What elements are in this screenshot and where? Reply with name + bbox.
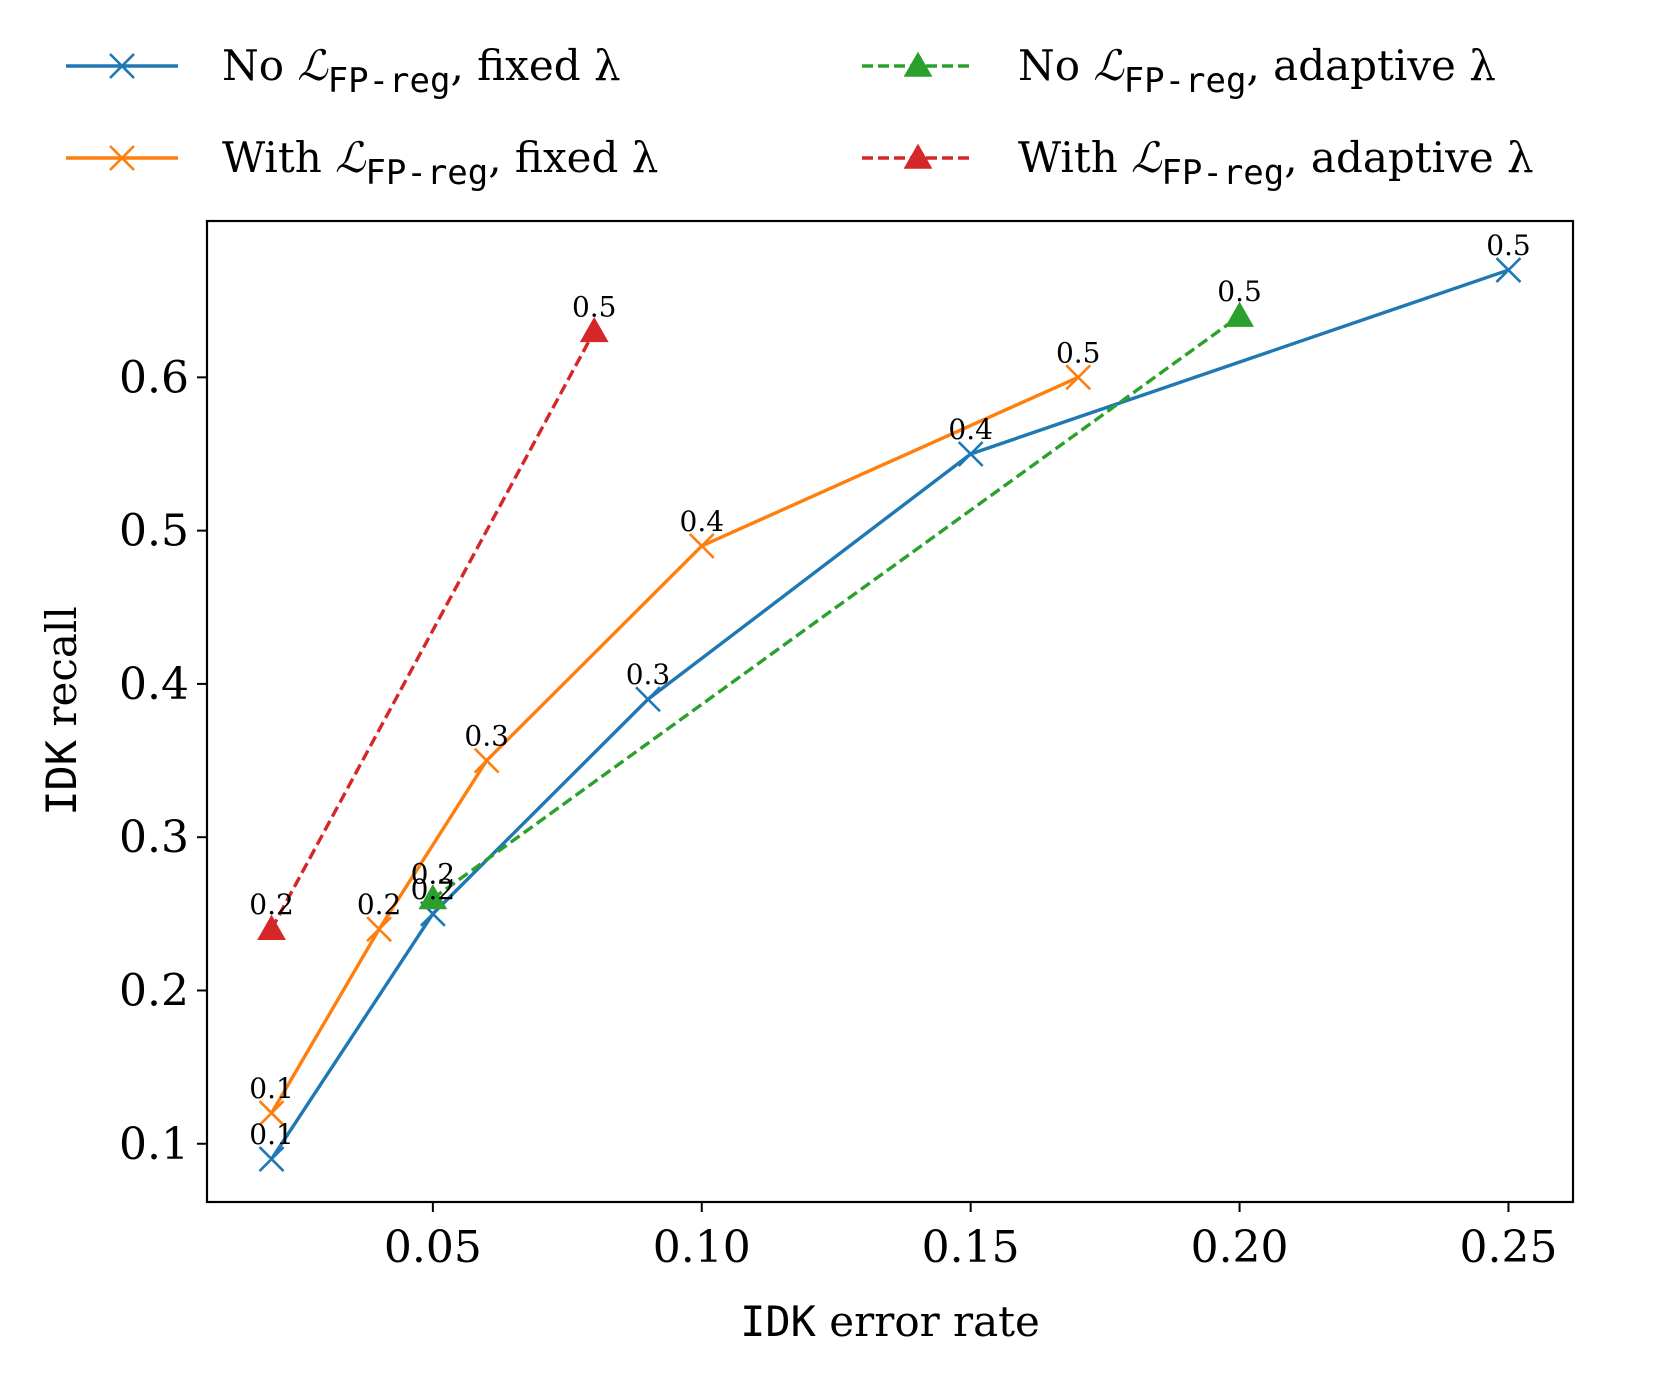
x-marker <box>957 441 984 467</box>
data-label: 0.1 <box>249 1118 294 1151</box>
x-axis-label: IDK error rate <box>740 1297 1040 1346</box>
data-label: 0.2 <box>411 873 456 906</box>
triangle-marker <box>903 51 933 77</box>
triangle-marker <box>1225 301 1254 327</box>
legend-item-0: No ℒFP-reg, fixed λ <box>66 41 621 101</box>
data-label: 0.3 <box>464 720 509 753</box>
x-tick-label: 0.20 <box>1191 1222 1289 1273</box>
x-marker <box>1495 257 1522 283</box>
data-label: 0.4 <box>680 505 725 538</box>
triangle-marker <box>257 914 286 940</box>
series-1 <box>258 364 1092 1127</box>
y-axis: 0.1 0.2 0.3 0.4 0.5 0.6 <box>119 352 207 1170</box>
series-line <box>270 375 1079 1114</box>
legend: No ℒFP-reg, fixed λ With ℒFP-reg, fixed λ… <box>66 41 1534 193</box>
x-marker <box>366 916 393 943</box>
legend-item-1: With ℒFP-reg, fixed λ <box>66 133 658 193</box>
series-line <box>431 314 1241 900</box>
legend-label: With ℒFP-reg, adaptive λ <box>1018 133 1534 193</box>
x-marker <box>258 1146 285 1173</box>
legend-item-3: With ℒFP-reg, adaptive λ <box>862 133 1534 193</box>
point-labels: 0.1 0.2 0.3 0.4 0.5 0.1 0.2 0.3 0.4 0.5 0.2 0.5 0.2 0… <box>249 229 1530 1151</box>
x-tick-label: 0.05 <box>384 1222 482 1273</box>
x-marker <box>109 145 135 171</box>
data-label: 0.5 <box>572 290 617 323</box>
legend-label: No ℒFP-reg, adaptive λ <box>1018 41 1496 101</box>
y-tick-label: 0.3 <box>119 812 189 863</box>
data-label: 0.5 <box>1056 336 1101 369</box>
data-label: 0.2 <box>249 888 294 921</box>
x-marker <box>635 686 661 713</box>
x-marker <box>109 53 135 79</box>
y-axis-label-rest: recall <box>37 606 86 740</box>
y-tick-label: 0.4 <box>119 659 189 710</box>
x-marker <box>688 533 715 559</box>
data-label: 0.5 <box>1217 275 1262 308</box>
y-axis-label-mono: IDK <box>37 739 86 816</box>
x-marker <box>1065 364 1092 391</box>
data-label: 0.5 <box>1486 229 1531 262</box>
x-tick-label: 0.15 <box>922 1222 1020 1273</box>
series-layer <box>257 257 1522 1173</box>
series-2 <box>418 301 1254 910</box>
y-tick-label: 0.1 <box>119 1119 189 1170</box>
data-label: 0.3 <box>626 658 671 691</box>
y-axis-label: IDK recall <box>37 606 86 816</box>
triangle-marker <box>903 143 933 169</box>
x-marker <box>473 747 500 774</box>
series-line <box>270 330 596 930</box>
legend-label: With ℒFP-reg, fixed λ <box>222 133 658 193</box>
x-axis-label-mono: IDK <box>740 1297 817 1346</box>
y-tick-label: 0.6 <box>119 352 189 403</box>
triangle-marker <box>579 316 609 343</box>
legend-label: No ℒFP-reg, fixed λ <box>222 41 621 101</box>
y-tick-label: 0.5 <box>119 506 189 557</box>
x-axis-label-rest: error rate <box>816 1297 1040 1346</box>
x-axis: 0.05 0.10 0.15 0.20 0.25 <box>384 1202 1557 1273</box>
legend-item-2: No ℒFP-reg, adaptive λ <box>862 41 1496 101</box>
plot-area-frame <box>205 219 1575 1204</box>
data-label: 0.4 <box>948 413 993 446</box>
triangle-marker <box>418 884 448 910</box>
series-3 <box>257 316 609 940</box>
data-label: 0.2 <box>411 858 456 891</box>
series-0 <box>258 257 1522 1173</box>
x-tick-label: 0.25 <box>1459 1222 1557 1273</box>
data-label: 0.2 <box>357 888 402 921</box>
y-tick-label: 0.2 <box>119 965 189 1016</box>
data-label: 0.1 <box>249 1072 294 1105</box>
x-marker <box>258 1100 285 1127</box>
x-tick-label: 0.10 <box>653 1222 751 1273</box>
series-line <box>270 268 1510 1161</box>
